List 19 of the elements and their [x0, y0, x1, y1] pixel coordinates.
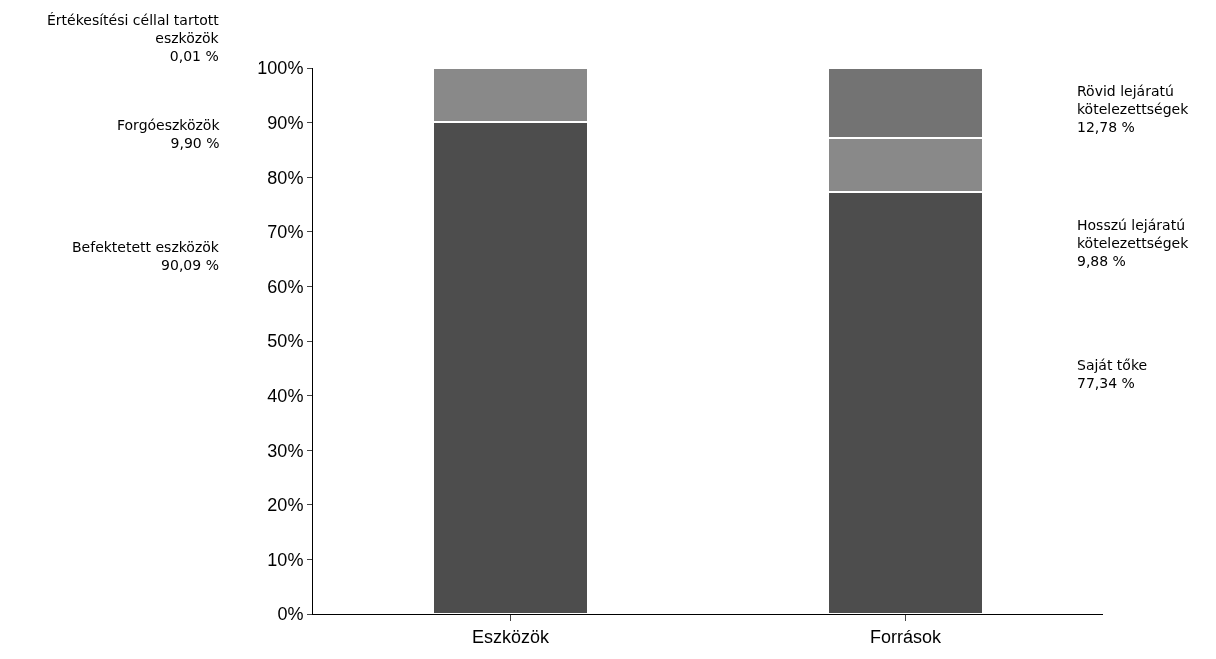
- x-tick-label: Források: [869, 626, 943, 647]
- y-tick-label: 20%: [267, 495, 304, 516]
- y-tick-label: 30%: [267, 440, 304, 461]
- text: Értékesítési céllal tartott eszközök 0,01 %: [47, 12, 220, 65]
- annotation: Rövid lejáratú kötelezettségek 12,78 %: [1077, 83, 1190, 136]
- y-tick-label: 50%: [267, 331, 304, 352]
- text: Befektetett eszközök 90,09 %: [72, 239, 220, 274]
- y-tick-label: 60%: [267, 276, 304, 297]
- y-tick-label: 0%: [277, 604, 304, 625]
- y-tick-label: 90%: [267, 112, 304, 133]
- x-tick-label: Eszközök: [471, 626, 551, 647]
- y-tick-label: 70%: [267, 222, 304, 243]
- y-tick-label: 40%: [267, 385, 304, 406]
- y-tick-label: 10%: [267, 549, 304, 570]
- annotation: Saját tőke 77,34 %: [1077, 357, 1148, 392]
- y-tick-label: 100%: [257, 58, 304, 79]
- annotation: Hosszú lejáratú kötelezettségek 9,88 %: [1077, 217, 1190, 270]
- y-tick-label: 80%: [267, 167, 304, 188]
- text: Forgóeszközök 9,90 %: [117, 117, 221, 152]
